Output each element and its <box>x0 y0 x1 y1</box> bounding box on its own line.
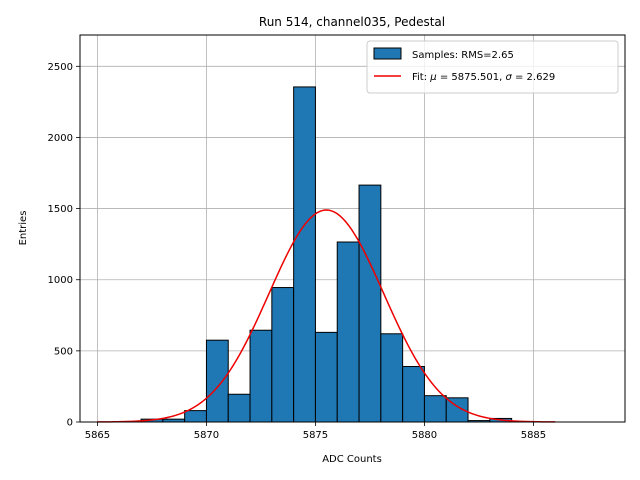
histogram-bar <box>336 241 360 423</box>
x-axis-label: ADC Counts <box>322 454 382 465</box>
legend-box <box>366 40 619 94</box>
x-tick-label: 5870 <box>194 430 219 441</box>
histogram-bar <box>227 393 251 423</box>
legend-sigma-value: = 2.629 <box>512 72 555 83</box>
histogram-bar <box>249 329 273 423</box>
y-tick-label: 1000 <box>48 275 73 286</box>
plot-frame <box>79 34 626 423</box>
x-tick-label: 5875 <box>303 430 328 441</box>
x-axis-ticks: 5865 5870 5875 5880 5885 <box>85 422 546 441</box>
histogram-bars <box>140 86 513 423</box>
y-tick-label: 2000 <box>48 133 73 144</box>
x-tick-label: 5865 <box>85 430 110 441</box>
x-tick-label: 5885 <box>521 430 546 441</box>
chart-title: Run 514, channel035, Pedestal <box>259 15 445 29</box>
legend-label-fit: Fit: μ = 5875.501, σ = 2.629 <box>412 72 555 83</box>
histogram-bar <box>293 86 316 423</box>
y-axis-label: Entries <box>18 211 29 246</box>
legend-label-samples: Samples: RMS=2.65 <box>412 50 514 61</box>
y-tick-label: 500 <box>54 346 73 357</box>
legend-fit-prefix: Fit: <box>412 72 430 83</box>
legend-mu-symbol: μ <box>429 72 436 83</box>
y-axis-ticks: 0 500 1000 1500 2000 2500 <box>48 62 80 429</box>
histogram-bar <box>314 331 338 423</box>
histogram-bar <box>358 184 382 423</box>
legend-mu-value: = 5875.501, <box>437 72 506 83</box>
histogram-bar <box>205 339 229 423</box>
histogram-bar <box>423 395 447 423</box>
legend-sigma-symbol: σ <box>505 72 512 83</box>
x-tick-label: 5880 <box>412 430 437 441</box>
histogram-bar <box>402 366 425 423</box>
histogram-bar <box>380 333 404 423</box>
legend-swatch-samples <box>373 47 402 60</box>
y-tick-label: 2500 <box>48 62 73 73</box>
y-tick-label: 1500 <box>48 204 73 215</box>
legend: Samples: RMS=2.65 Fit: μ = 5875.501, σ =… <box>366 40 619 94</box>
y-tick-label: 0 <box>67 418 73 429</box>
histogram-bar <box>271 287 295 423</box>
gaussian-fit-curve <box>97 209 556 423</box>
histogram-bar <box>184 410 207 423</box>
